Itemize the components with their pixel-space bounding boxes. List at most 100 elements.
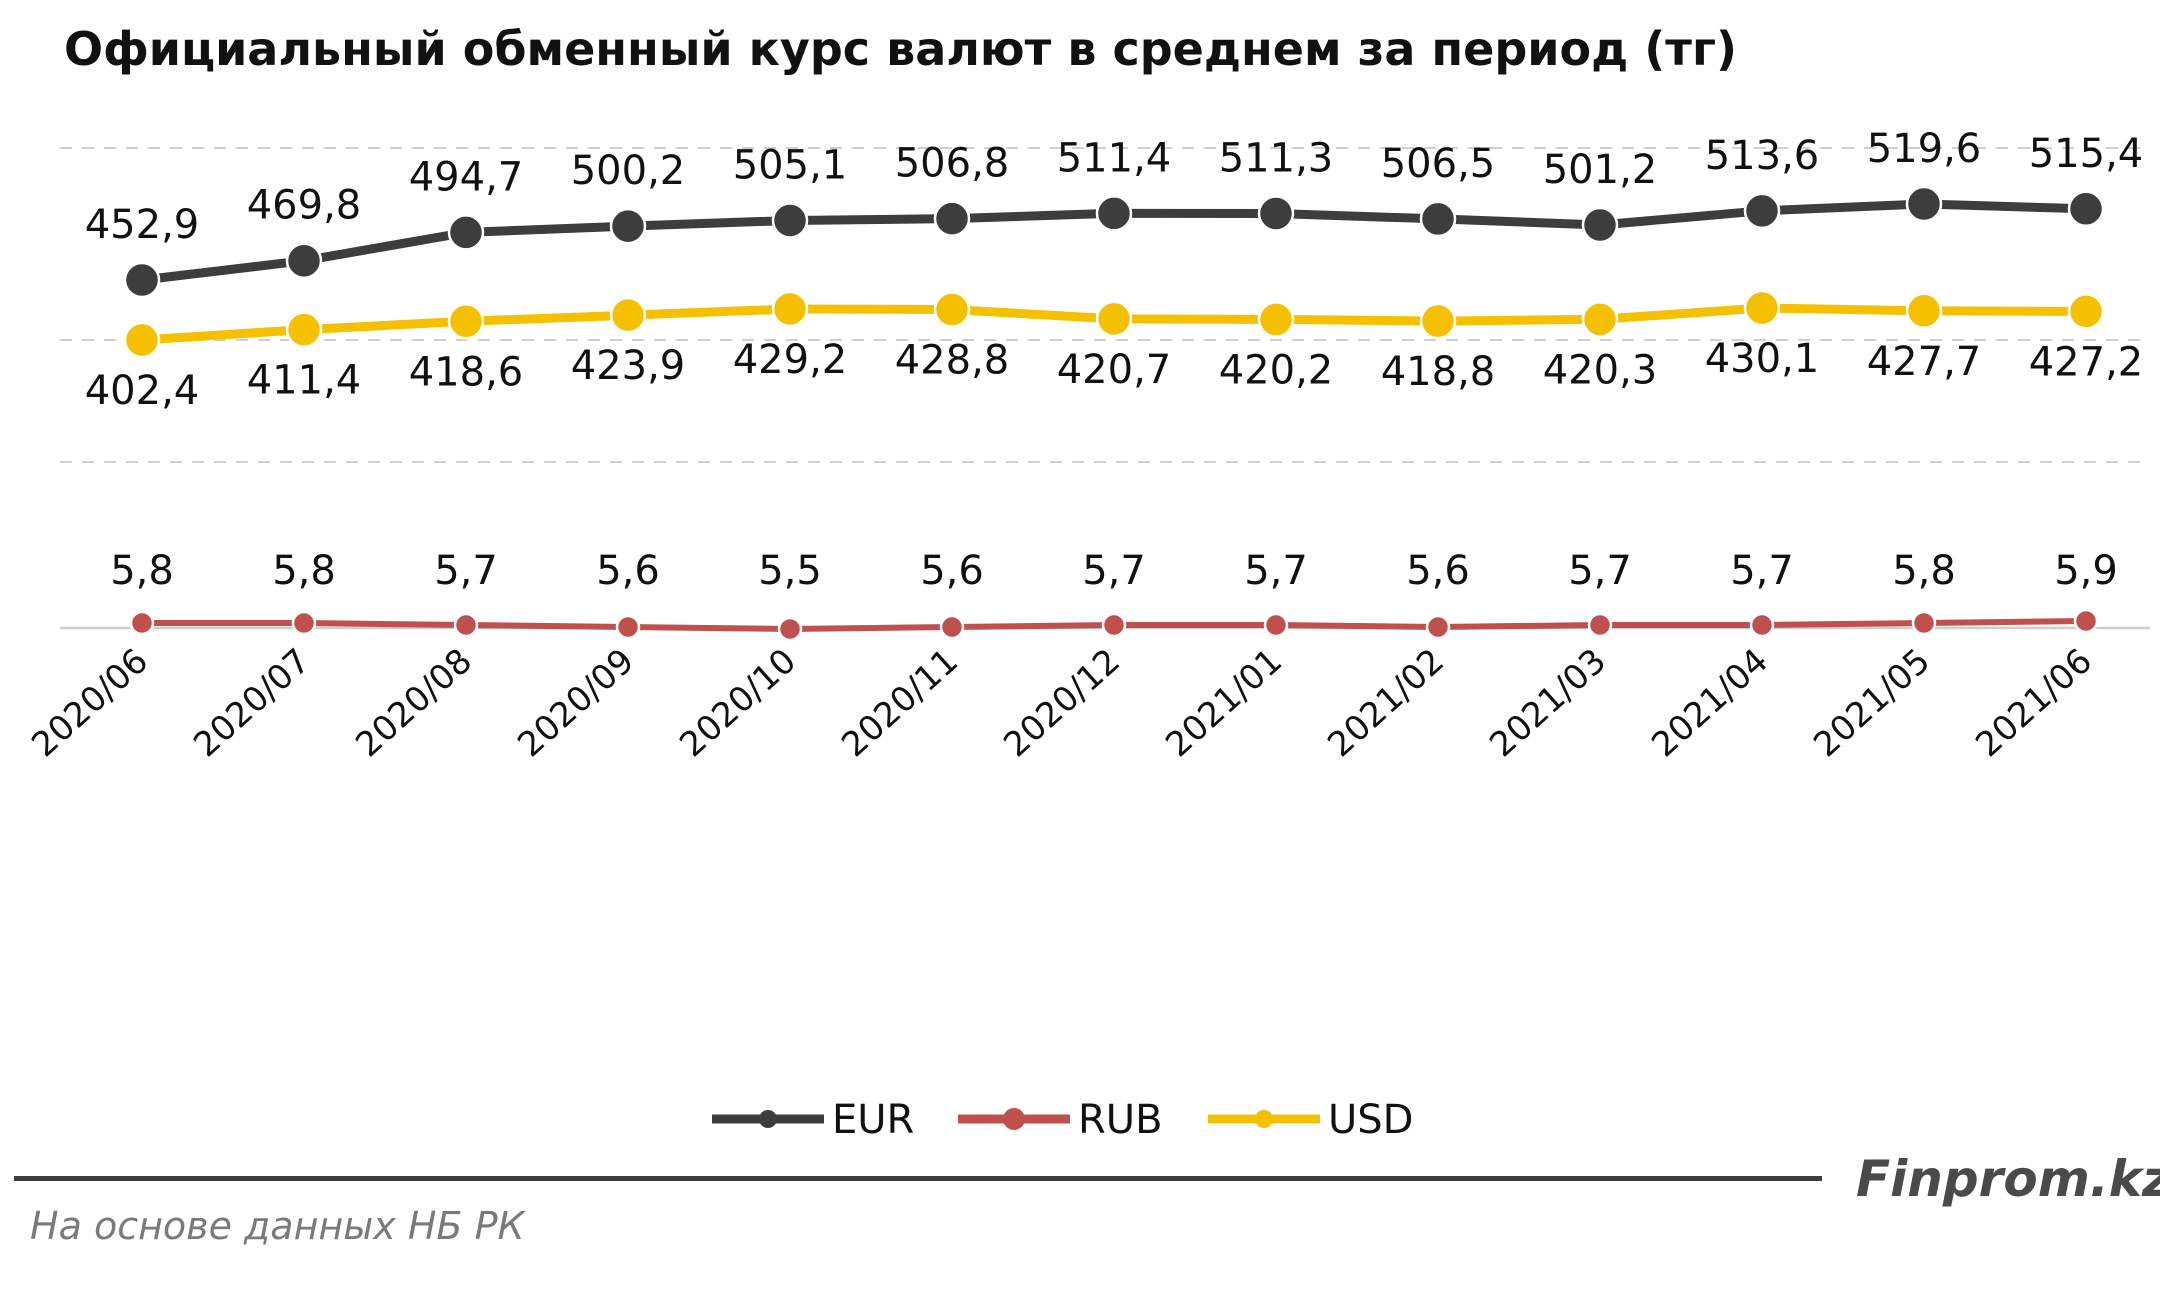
- data-label-eur-2020/12: 511,4: [1057, 135, 1172, 181]
- data-label-rub-2020/11: 5,6: [920, 548, 984, 594]
- data-label-eur-2021/03: 501,2: [1543, 147, 1658, 193]
- data-label-usd-2021/04: 430,1: [1705, 336, 1820, 382]
- x-tick-label-2021/06: 2021/06: [1968, 641, 2100, 765]
- x-axis-tick-labels: 2020/06 2020/07 2020/08 2020/09 2020/10 2020/…: [24, 641, 2100, 765]
- point-rub-2021/02: [1425, 614, 1451, 640]
- legend-swatch-marker-usd: [1255, 1110, 1273, 1128]
- data-label-eur-2021/05: 519,6: [1867, 126, 1982, 172]
- point-eur-2020/10: [771, 202, 809, 239]
- data-label-rub-2021/04: 5,7: [1730, 548, 1794, 594]
- data-label-usd-2021/03: 420,3: [1543, 347, 1658, 393]
- legend-label-rub: RUB: [1078, 1097, 1163, 1143]
- point-usd-2020/06: [123, 321, 161, 359]
- legend: EUR RUB USD: [712, 1097, 1413, 1143]
- point-rub-2020/07: [291, 610, 317, 636]
- point-eur-2020/06: [123, 261, 161, 299]
- x-tick-label-2020/11: 2020/11: [834, 641, 966, 765]
- point-usd-2020/08: [447, 303, 485, 340]
- x-tick-label-2020/08: 2020/08: [348, 641, 480, 765]
- legend-swatch-marker-rub: [1003, 1108, 1025, 1130]
- point-eur-2020/09: [609, 207, 647, 245]
- point-rub-2020/11: [939, 614, 965, 640]
- data-label-rub-2021/06: 5,9: [2054, 548, 2118, 594]
- point-usd-2021/02: [1419, 302, 1457, 340]
- data-label-rub-2020/07: 5,8: [272, 548, 336, 594]
- x-tick-label-2021/04: 2021/04: [1644, 641, 1776, 765]
- data-label-rub-2020/09: 5,6: [596, 548, 660, 594]
- point-eur-2021/01: [1257, 195, 1295, 232]
- x-tick-label-2020/07: 2020/07: [186, 641, 318, 765]
- point-usd-2021/06: [2067, 293, 2105, 330]
- data-label-usd-2020/11: 428,8: [895, 338, 1010, 384]
- point-rub-2021/03: [1587, 612, 1613, 638]
- point-usd-2020/12: [1095, 300, 1133, 338]
- point-rub-2021/06: [2073, 608, 2099, 634]
- data-label-eur-2020/09: 500,2: [571, 148, 686, 194]
- data-label-usd-2020/08: 418,6: [409, 349, 524, 395]
- data-label-rub-2020/10: 5,5: [758, 548, 822, 594]
- point-eur-2021/04: [1743, 192, 1781, 230]
- legend-label-eur: EUR: [832, 1097, 914, 1143]
- point-rub-2020/10: [777, 616, 803, 642]
- chart-title: Официальный обменный курс валют в средне…: [64, 22, 1738, 76]
- data-label-rub-2021/01: 5,7: [1244, 548, 1308, 594]
- x-tick-label-2021/02: 2021/02: [1320, 641, 1452, 765]
- point-usd-2020/09: [609, 296, 647, 334]
- data-label-usd-2020/10: 429,2: [733, 337, 848, 383]
- point-usd-2020/07: [285, 311, 323, 348]
- data-label-usd-2021/06: 427,2: [2029, 339, 2144, 385]
- x-tick-label-2021/03: 2021/03: [1482, 641, 1614, 765]
- legend-label-usd: USD: [1328, 1097, 1413, 1143]
- point-usd-2021/04: [1743, 289, 1781, 327]
- data-label-eur-2021/06: 515,4: [2029, 131, 2144, 177]
- legend-swatch-marker-eur: [759, 1110, 777, 1128]
- data-label-usd-2021/01: 420,2: [1219, 347, 1334, 393]
- source-note: На основе данных НБ РК: [30, 1204, 525, 1248]
- point-rub-2021/04: [1749, 612, 1775, 638]
- point-eur-2020/07: [285, 242, 323, 279]
- point-usd-2020/10: [771, 290, 809, 328]
- point-usd-2021/05: [1905, 292, 1943, 330]
- data-label-usd-2020/06: 402,4: [85, 368, 200, 414]
- point-rub-2020/09: [615, 614, 641, 640]
- data-label-eur-2020/10: 505,1: [733, 143, 848, 189]
- point-eur-2021/03: [1581, 206, 1619, 244]
- data-label-usd-2021/02: 418,8: [1381, 349, 1496, 395]
- data-label-eur-2020/11: 506,8: [895, 141, 1010, 187]
- x-tick-label-2021/05: 2021/05: [1806, 641, 1938, 765]
- data-label-eur-2021/01: 511,3: [1219, 135, 1334, 181]
- data-label-eur-2020/08: 494,7: [409, 154, 524, 200]
- data-label-rub-2021/02: 5,6: [1406, 548, 1470, 594]
- point-usd-2020/11: [933, 291, 971, 328]
- x-tick-label-2021/01: 2021/01: [1158, 641, 1290, 765]
- point-eur-2021/06: [2067, 190, 2105, 228]
- brand-logo-text: Finprom.kz: [1856, 1150, 2160, 1208]
- x-tick-label-2020/06: 2020/06: [24, 641, 156, 765]
- data-label-usd-2020/12: 420,7: [1057, 347, 1172, 393]
- data-label-eur-2020/06: 452,9: [85, 202, 200, 248]
- data-label-rub-2021/05: 5,8: [1892, 548, 1956, 594]
- point-eur-2020/08: [447, 214, 485, 251]
- data-label-eur-2021/04: 513,6: [1705, 133, 1820, 179]
- point-usd-2021/03: [1581, 301, 1619, 338]
- data-label-rub-2020/06: 5,8: [110, 548, 174, 594]
- data-label-usd-2021/05: 427,7: [1867, 339, 1982, 385]
- data-label-eur-2020/07: 469,8: [247, 183, 362, 229]
- series-layer: [123, 185, 2105, 642]
- point-eur-2020/11: [933, 200, 971, 237]
- point-eur-2020/12: [1095, 195, 1133, 232]
- point-rub-2020/06: [129, 610, 155, 636]
- x-tick-label-2020/12: 2020/12: [996, 641, 1128, 765]
- data-label-usd-2020/09: 423,9: [571, 343, 686, 389]
- footer-divider: [14, 1176, 1822, 1181]
- point-eur-2021/02: [1419, 200, 1457, 238]
- data-label-eur-2021/02: 506,5: [1381, 141, 1496, 187]
- point-usd-2021/01: [1257, 301, 1295, 338]
- data-label-rub-2021/03: 5,7: [1568, 548, 1632, 594]
- data-label-rub-2020/12: 5,7: [1082, 548, 1146, 594]
- data-label-usd-2020/07: 411,4: [247, 358, 362, 404]
- point-rub-2021/01: [1263, 612, 1289, 638]
- point-rub-2020/12: [1101, 612, 1127, 638]
- x-tick-label-2020/10: 2020/10: [672, 641, 804, 765]
